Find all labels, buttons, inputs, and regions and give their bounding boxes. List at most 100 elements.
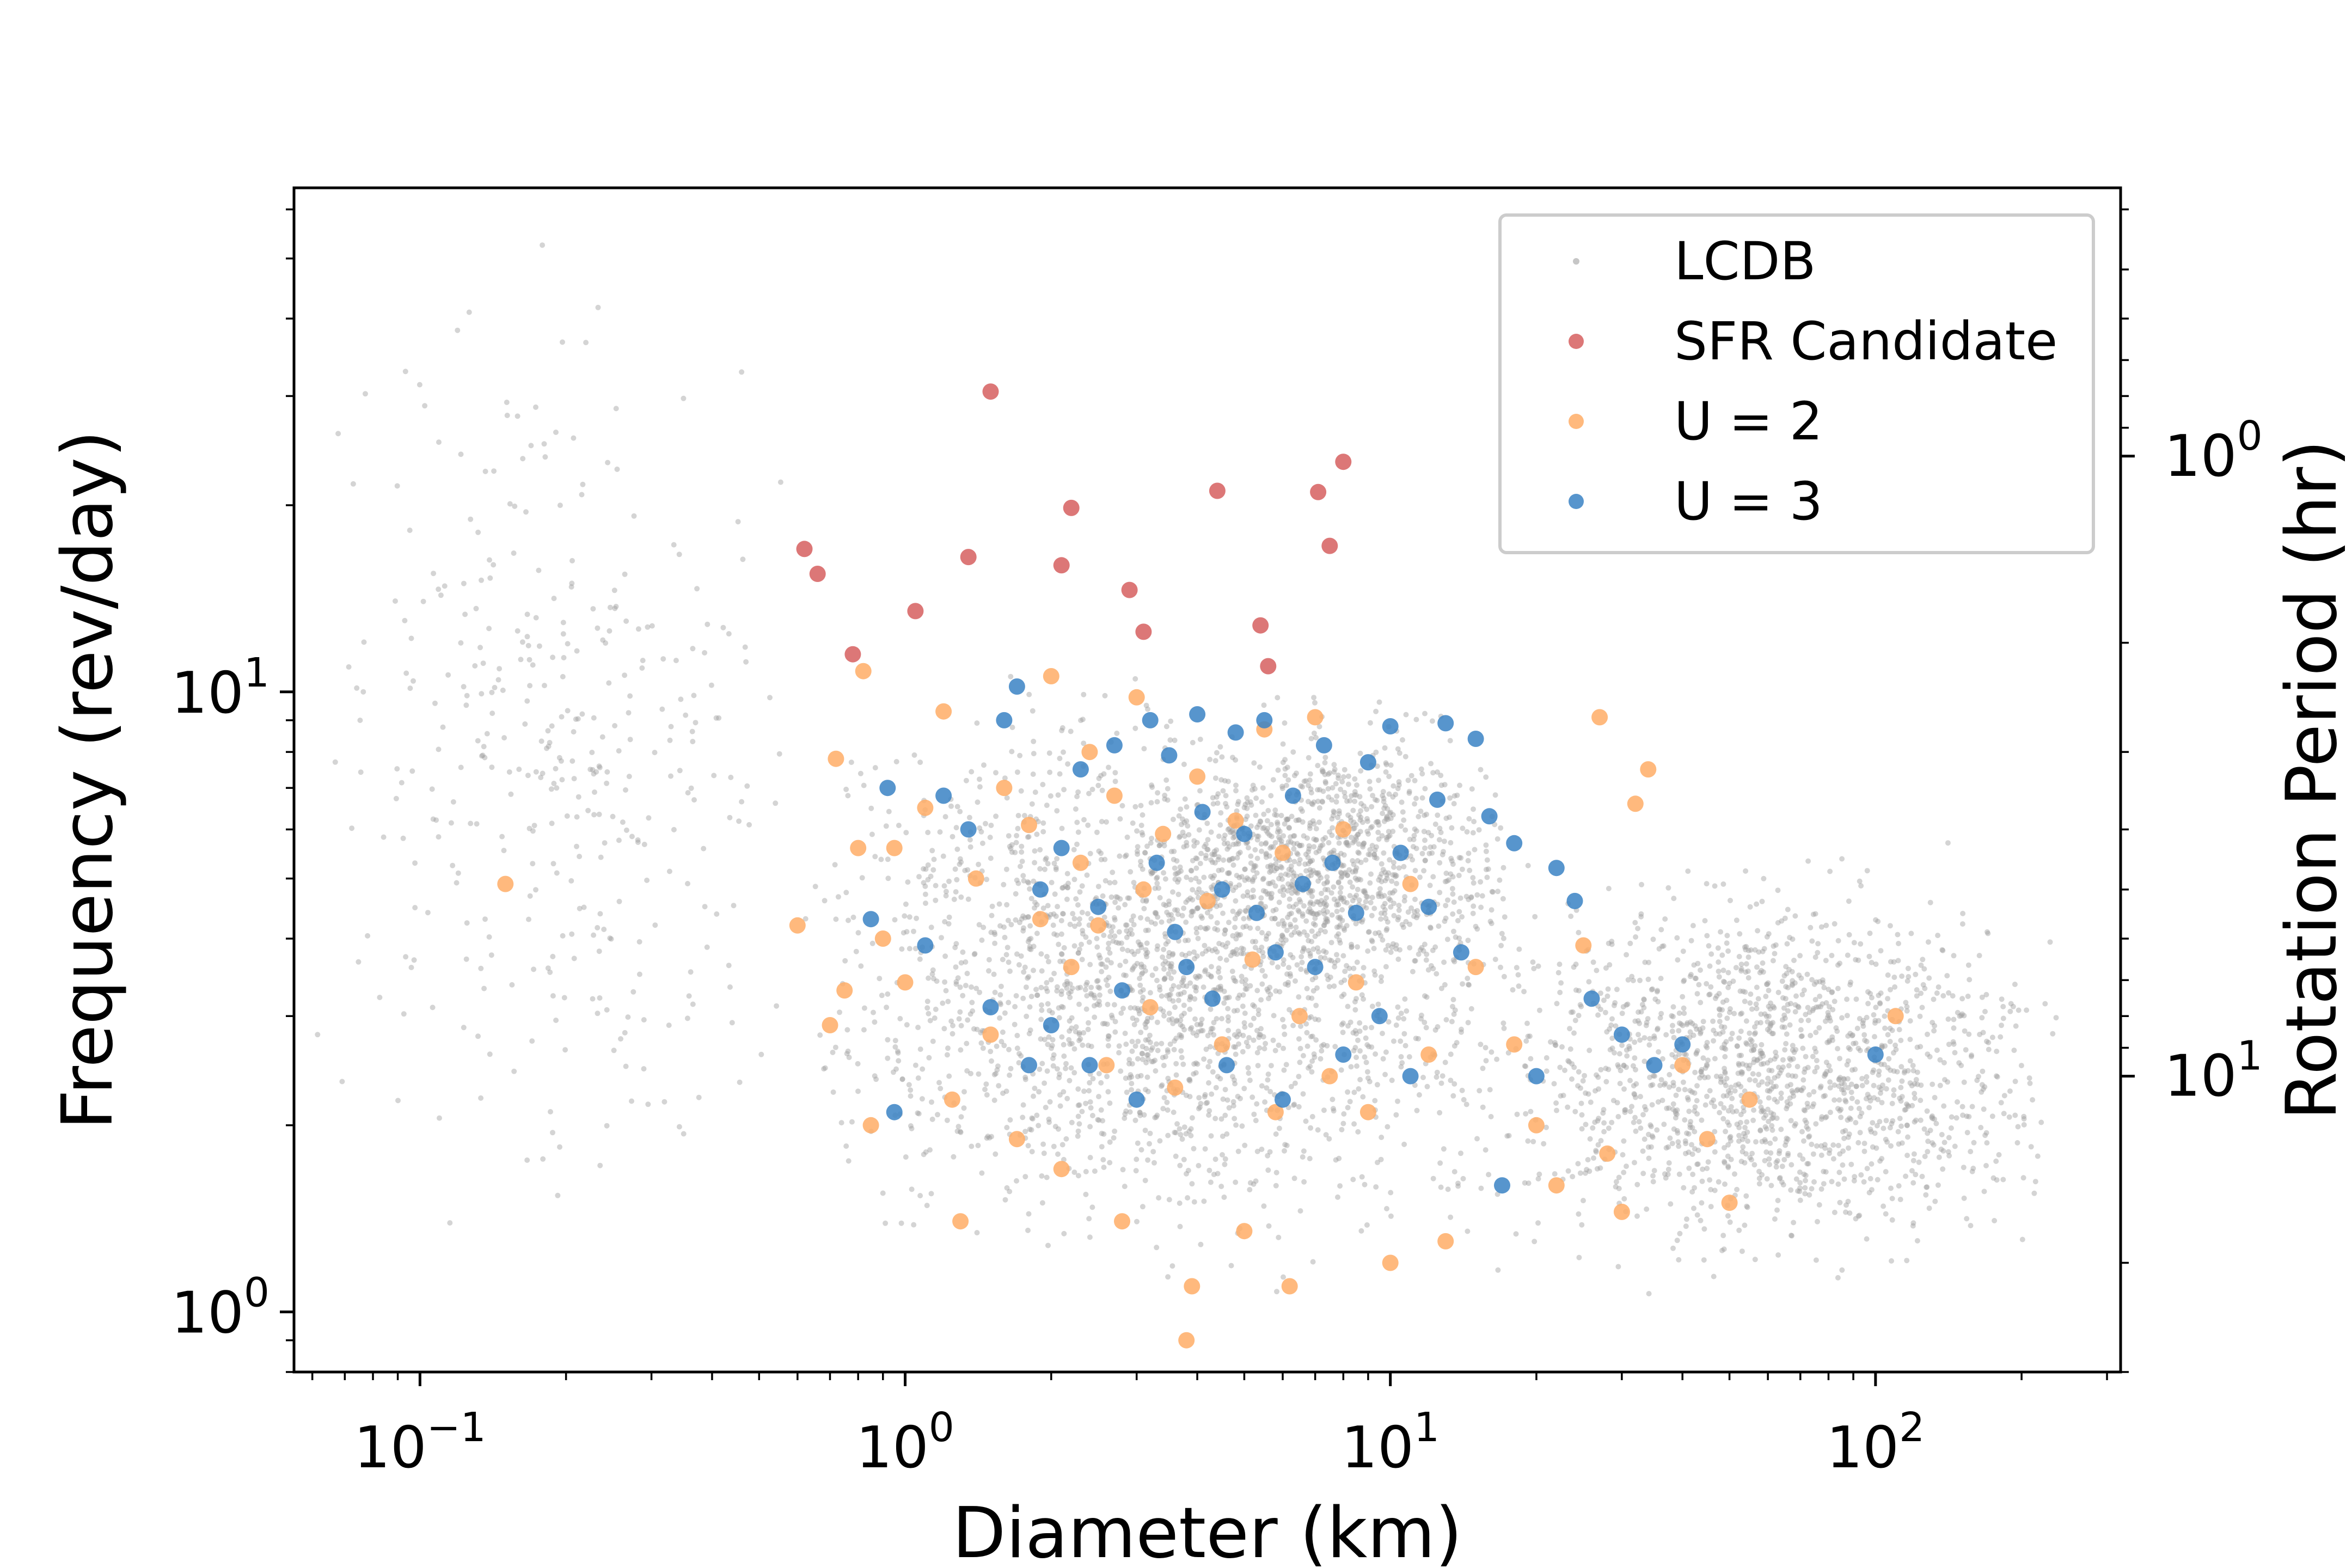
lcdb-point	[1355, 1129, 1361, 1135]
lcdb-point	[550, 953, 556, 959]
lcdb-point	[1869, 960, 1875, 965]
lcdb-point	[1779, 978, 1785, 984]
lcdb-point	[1019, 843, 1025, 849]
lcdb-point	[899, 946, 905, 952]
lcdb-point	[1198, 924, 1203, 930]
lcdb-point	[1268, 822, 1274, 828]
lcdb-point	[1391, 864, 1396, 870]
lcdb-point	[1222, 931, 1228, 937]
lcdb-point	[1142, 968, 1148, 974]
lcdb-point	[1245, 893, 1251, 898]
lcdb-point	[1330, 785, 1336, 791]
lcdb-point	[1312, 700, 1318, 706]
lcdb-point	[1230, 855, 1236, 861]
lcdb-point	[1855, 1140, 1861, 1146]
lcdb-point	[989, 903, 995, 909]
lcdb-point	[1136, 1008, 1142, 1014]
lcdb-point	[1761, 875, 1767, 881]
lcdb-point	[954, 877, 960, 883]
lcdb-point	[1644, 1020, 1650, 1026]
lcdb-point	[1361, 888, 1367, 894]
lcdb-point	[1621, 1169, 1627, 1175]
lcdb-point	[1320, 799, 1326, 805]
lcdb-point	[1034, 930, 1040, 936]
lcdb-point	[1751, 1059, 1756, 1065]
lcdb-point	[1932, 1023, 1938, 1029]
lcdb-point	[1315, 763, 1321, 769]
lcdb-point	[1304, 1030, 1310, 1036]
lcdb-point	[1349, 793, 1355, 799]
lcdb-point	[1879, 1100, 1885, 1106]
lcdb-point	[1743, 1018, 1749, 1024]
lcdb-point	[871, 1009, 876, 1015]
lcdb-point	[1829, 1034, 1835, 1040]
lcdb-point	[960, 993, 966, 999]
lcdb-point	[1342, 871, 1348, 877]
lcdb-point	[1252, 847, 1258, 853]
lcdb-point	[1630, 1063, 1636, 1069]
lcdb-point	[430, 816, 436, 822]
lcdb-point	[1869, 1187, 1875, 1193]
lcdb-point	[1022, 1174, 1028, 1180]
lcdb-point	[1437, 825, 1443, 831]
lcdb-point	[1096, 848, 1102, 854]
lcdb-point	[906, 946, 912, 952]
lcdb-point	[1091, 993, 1097, 999]
lcdb-point	[1450, 997, 1456, 1002]
lcdb-point	[350, 481, 356, 487]
lcdb-point	[977, 989, 983, 995]
lcdb-point	[1281, 961, 1287, 967]
lcdb-point	[846, 917, 851, 923]
lcdb-point	[1117, 963, 1123, 969]
lcdb-point	[1275, 826, 1281, 832]
lcdb-point	[1400, 737, 1405, 743]
lcdb-point	[1594, 967, 1600, 973]
lcdb-point	[1053, 867, 1059, 873]
lcdb-point	[412, 860, 418, 866]
lcdb-point	[1161, 1013, 1167, 1019]
lcdb-point	[2053, 1015, 2059, 1021]
lcdb-point	[1687, 1124, 1693, 1130]
lcdb-point	[1745, 968, 1751, 974]
lcdb-point	[1191, 1146, 1197, 1152]
lcdb-point	[1675, 1130, 1681, 1136]
lcdb-point	[1650, 1134, 1656, 1140]
lcdb-point	[611, 1048, 617, 1054]
lcdb-point	[958, 960, 964, 966]
lcdb-point	[645, 624, 651, 630]
lcdb-point	[974, 720, 980, 726]
lcdb-point	[1572, 1108, 1578, 1114]
lcdb-point	[685, 790, 691, 796]
lcdb-point	[1194, 953, 1200, 959]
lcdb-point	[604, 1007, 610, 1013]
lcdb-point	[946, 878, 952, 884]
lcdb-point	[1383, 1049, 1389, 1055]
lcdb-point	[1166, 1017, 1172, 1023]
lcdb-point	[575, 716, 581, 722]
lcdb-point	[1692, 1129, 1698, 1135]
lcdb-point	[1071, 1169, 1077, 1175]
lcdb-point	[1422, 710, 1428, 716]
lcdb-point	[1191, 1061, 1197, 1067]
lcdb-point	[1171, 848, 1177, 854]
lcdb-point	[1698, 1217, 1704, 1223]
lcdb-point	[1277, 837, 1283, 843]
lcdb-point	[1143, 947, 1149, 953]
lcdb-point	[1832, 1097, 1837, 1103]
lcdb-point	[2012, 1112, 2018, 1118]
lcdb-point	[1311, 799, 1317, 805]
lcdb-point	[1307, 859, 1313, 865]
lcdb-point	[1290, 904, 1296, 910]
lcdb-point	[1395, 956, 1401, 962]
lcdb-point	[1861, 1032, 1867, 1038]
lcdb-point	[1206, 1108, 1212, 1114]
lcdb-point	[1864, 1166, 1870, 1172]
lcdb-point	[1333, 1157, 1339, 1163]
lcdb-point	[971, 1026, 977, 1032]
lcdb-point	[2047, 939, 2053, 945]
lcdb-point	[1489, 1049, 1494, 1055]
lcdb-point	[1044, 988, 1050, 994]
lcdb-point	[1629, 1104, 1634, 1110]
lcdb-point	[1284, 971, 1290, 977]
lcdb-point	[564, 813, 570, 819]
